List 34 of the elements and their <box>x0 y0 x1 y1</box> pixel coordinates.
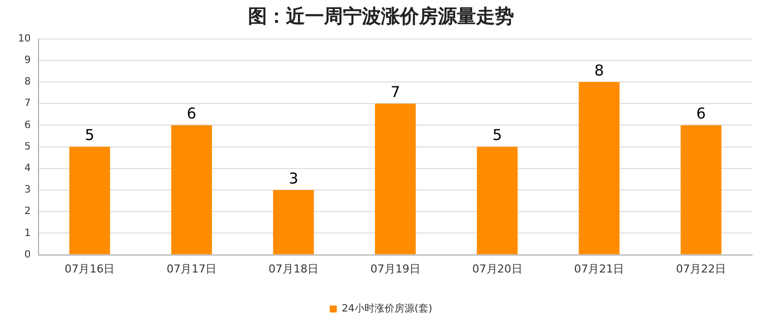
bar <box>680 125 722 254</box>
data-label: 5 <box>492 126 502 144</box>
y-tick-label: 6 <box>24 120 31 131</box>
y-tick-label: 5 <box>24 141 31 152</box>
data-label: 6 <box>696 104 706 123</box>
y-tick-label: 8 <box>24 76 31 88</box>
x-tick-label: 07月18日 <box>268 262 318 276</box>
bar <box>273 190 314 254</box>
data-label: 6 <box>186 104 196 123</box>
y-tick-label: 2 <box>24 206 31 218</box>
data-label: 3 <box>288 169 298 188</box>
data-label: 8 <box>594 61 604 80</box>
y-tick-label: 10 <box>18 33 31 44</box>
bar <box>69 146 110 254</box>
y-tick-label: 0 <box>24 249 31 260</box>
bar <box>374 104 416 254</box>
chart-title: 图：近一周宁波涨价房源量走势 <box>248 5 514 28</box>
y-tick-label: 3 <box>24 184 31 196</box>
y-tick-label: 1 <box>24 228 31 239</box>
legend-label: 24小时涨价房源(套) <box>342 302 432 315</box>
data-label: 7 <box>390 82 400 101</box>
x-tick-label: 07月16日 <box>64 262 115 276</box>
y-tick-label: 7 <box>24 98 31 110</box>
bar <box>171 125 212 254</box>
x-tick-label: 07月17日 <box>166 262 217 276</box>
y-tick-label: 9 <box>24 54 31 66</box>
bar <box>578 82 620 254</box>
x-tick-label: 07月20日 <box>472 262 522 276</box>
bar <box>476 146 518 254</box>
x-tick-label: 07月22日 <box>676 262 726 276</box>
data-label: 5 <box>84 126 94 144</box>
y-tick-label: 4 <box>24 162 31 174</box>
x-tick-label: 07月21日 <box>574 262 624 276</box>
x-tick-label: 07月19日 <box>370 262 420 276</box>
